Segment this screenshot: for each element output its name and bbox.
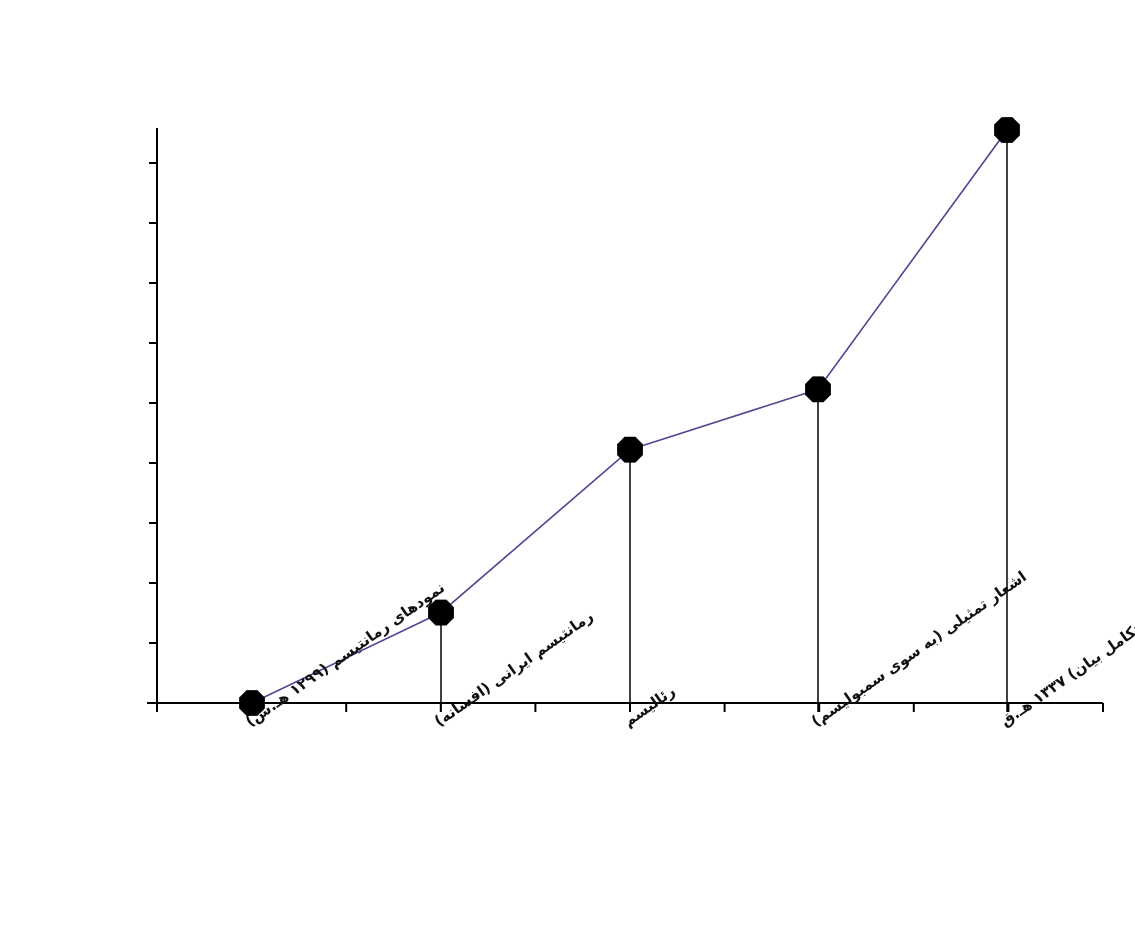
data-point — [428, 599, 454, 626]
x-tick-label: نمودهای رمانتیسم (۱۲۹۹ هـ.ش) — [242, 578, 448, 730]
data-point — [994, 117, 1020, 143]
x-tick-label: اشعار تمثیلی (به سوی سمبولیسم) — [808, 567, 1030, 730]
x-tick-label: سمبولیسم نیمایی (تکامل بیان) ۱۳۳۷ هـ.ق — [997, 537, 1135, 730]
y-ticks — [149, 162, 157, 644]
x-tick-labels: نمودهای رمانتیسم (۱۲۹۹ هـ.ش)رمانتیسم ایر… — [242, 537, 1135, 730]
data-point — [617, 436, 643, 463]
x-tick-label: رمانتیسم ایرانی (افسانه) — [431, 607, 596, 730]
x-tick-label: رئالیسم — [620, 682, 678, 730]
data-point — [805, 376, 831, 403]
drop-lines — [251, 130, 1008, 712]
data-point — [239, 690, 265, 716]
markers — [239, 117, 1020, 716]
